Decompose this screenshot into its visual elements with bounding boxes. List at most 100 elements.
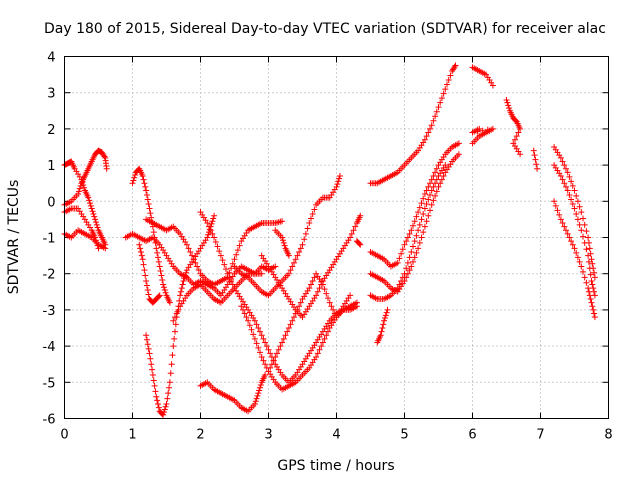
data-point <box>585 258 592 265</box>
data-point <box>438 176 445 183</box>
data-point <box>270 357 277 364</box>
data-point <box>260 335 267 342</box>
axes: 0 1 2 3 4 5 6 7 8 -6 -5 -4 -3 -2 -1 0 1 2 3 4 <box>43 51 613 443</box>
data-point <box>94 224 101 231</box>
data-point <box>87 200 93 207</box>
data-point <box>406 267 413 274</box>
data-point <box>437 180 444 187</box>
data-point <box>291 314 297 321</box>
data-point <box>145 201 152 208</box>
data-point <box>531 152 538 159</box>
data-point <box>576 258 583 265</box>
data-point <box>423 218 430 225</box>
data-point <box>155 293 162 300</box>
data-point <box>415 245 422 252</box>
data-point <box>279 237 286 244</box>
data-point <box>258 332 265 339</box>
series-13 <box>231 172 343 299</box>
data-point <box>257 384 263 391</box>
data-point <box>172 328 178 335</box>
data-point <box>444 81 450 88</box>
data-point <box>280 239 287 246</box>
data-point <box>304 225 311 232</box>
data-point <box>379 325 386 331</box>
data-point <box>143 191 150 198</box>
data-point <box>260 357 267 364</box>
data-point <box>433 165 440 172</box>
data-point <box>291 259 297 266</box>
data-point <box>93 239 100 246</box>
data-point <box>139 256 146 263</box>
data-point <box>236 242 243 249</box>
data-point <box>287 267 294 274</box>
data-point <box>394 259 401 266</box>
data-point <box>381 315 388 322</box>
data-point <box>432 180 439 187</box>
data-point <box>428 187 435 194</box>
data-point <box>316 346 323 353</box>
data-point <box>279 234 286 241</box>
data-point <box>330 306 337 313</box>
data-point <box>155 401 161 408</box>
data-point <box>306 285 313 292</box>
data-point <box>418 200 425 207</box>
y-tick-label: 0 <box>47 195 55 210</box>
data-point <box>430 183 437 190</box>
data-point <box>401 241 408 248</box>
series-17 <box>272 227 292 259</box>
series-7 <box>136 241 163 306</box>
data-point <box>418 234 425 241</box>
data-point <box>277 343 284 350</box>
data-point <box>589 260 596 267</box>
data-point <box>183 241 190 248</box>
data-point <box>297 245 304 252</box>
data-point <box>442 86 449 93</box>
data-point <box>253 395 260 402</box>
data-point <box>425 183 432 190</box>
data-point <box>142 272 149 279</box>
x-tick-label: 4 <box>332 428 340 443</box>
data-point <box>257 382 264 389</box>
data-point <box>207 227 214 234</box>
data-point <box>229 281 236 288</box>
data-point <box>251 401 258 408</box>
data-point <box>192 259 199 266</box>
data-point <box>569 241 576 248</box>
data-point <box>425 129 432 136</box>
data-point <box>489 125 496 132</box>
data-point <box>129 180 136 187</box>
data-point <box>574 198 581 205</box>
data-point <box>416 221 423 228</box>
data-point <box>189 252 195 259</box>
data-point <box>182 272 189 279</box>
data-point <box>255 344 262 351</box>
data-point <box>187 248 194 255</box>
data-point <box>559 220 566 227</box>
data-point <box>451 63 458 70</box>
data-point <box>155 254 161 261</box>
data-point <box>335 178 342 185</box>
data-point <box>146 350 153 357</box>
data-point <box>228 277 235 284</box>
data-point <box>323 290 330 297</box>
data-point <box>251 317 258 324</box>
data-point <box>177 292 184 299</box>
data-point <box>144 341 151 348</box>
data-point <box>166 299 173 306</box>
data-point <box>301 236 308 243</box>
data-point <box>87 202 94 209</box>
data-point <box>423 201 430 208</box>
data-point <box>144 286 151 293</box>
data-point <box>211 212 218 219</box>
data-point <box>585 234 592 241</box>
data-point <box>438 95 445 102</box>
y-tick-label: -2 <box>43 268 56 283</box>
data-point <box>156 263 163 270</box>
data-point <box>289 263 296 270</box>
data-point <box>150 377 157 384</box>
data-point <box>580 268 586 275</box>
data-point <box>163 401 170 408</box>
data-point <box>326 299 333 306</box>
x-axis-label: GPS time / hours <box>277 458 394 474</box>
data-point <box>378 328 385 335</box>
